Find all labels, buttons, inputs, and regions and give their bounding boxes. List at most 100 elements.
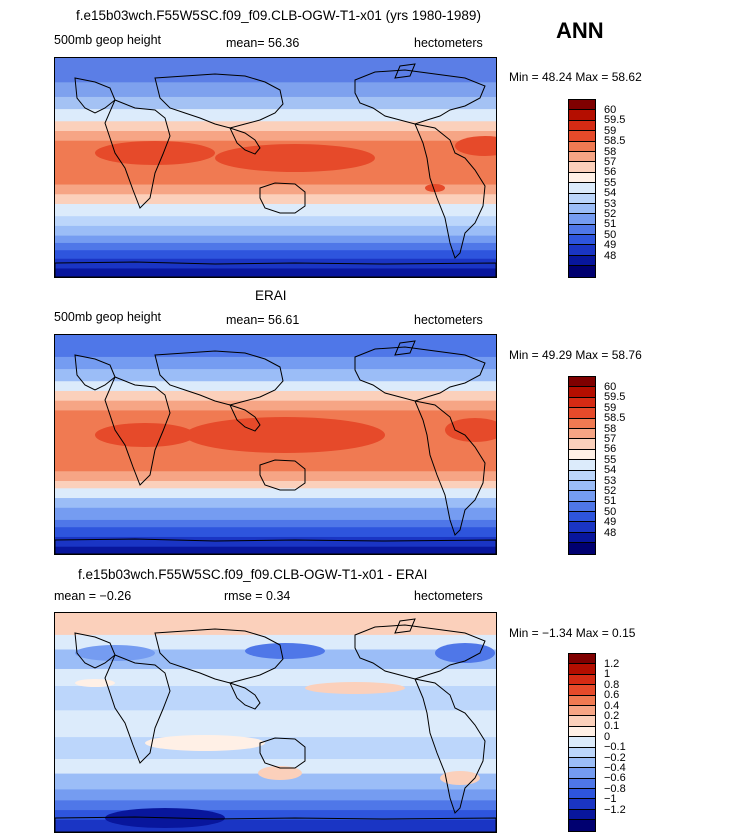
panel-3-warm-patch-1 xyxy=(75,679,115,687)
coastline xyxy=(229,404,261,432)
colorbar-tick-label: 59 xyxy=(604,401,617,414)
panel-3-anomaly-nh-pacific xyxy=(435,643,495,663)
colorbar-swatch xyxy=(569,120,595,132)
contour-band xyxy=(55,184,496,195)
panel-2-tropical-max-right xyxy=(445,418,496,442)
coastline xyxy=(414,400,486,536)
contour-band xyxy=(55,488,496,499)
colorbar-tick-label: 0.8 xyxy=(604,678,620,691)
contour-band xyxy=(55,527,496,538)
contour-band xyxy=(55,789,496,801)
colorbar-tick-label: 53 xyxy=(604,474,617,487)
coastline xyxy=(55,538,496,554)
panel-2-variable-label: 500mb geop height xyxy=(54,310,162,324)
colorbar-tick-label: −1 xyxy=(604,793,617,806)
contour-band xyxy=(55,250,496,260)
coastline xyxy=(259,182,306,214)
panel-2-colorbar xyxy=(568,376,596,555)
colorbar-tick-label: 54 xyxy=(604,187,617,200)
colorbar-swatch xyxy=(569,532,595,544)
contour-band xyxy=(55,216,496,227)
colorbar-swatch xyxy=(569,203,595,215)
coastline xyxy=(354,624,486,680)
colorbar-swatch xyxy=(569,460,595,471)
colorbar-swatch xyxy=(569,664,595,675)
colorbar-tick-label: 51 xyxy=(604,218,617,231)
colorbar-swatch xyxy=(569,151,595,163)
colorbar-swatch xyxy=(569,768,595,779)
colorbar-swatch xyxy=(569,255,595,267)
panel-2-title: ERAI xyxy=(255,288,287,303)
colorbar-tick-label: 59 xyxy=(604,124,617,137)
colorbar-swatch xyxy=(569,408,595,419)
panel-3-title: f.e15b03wch.F55W5SC.f09_f09.CLB-OGW-T1-x… xyxy=(78,567,428,582)
colorbar-swatch xyxy=(569,757,595,769)
panel-1-map-svg xyxy=(55,58,496,277)
panel-1-tropical-max-left xyxy=(95,141,215,165)
panel-3-warm-patch-5 xyxy=(440,771,480,785)
contour-band xyxy=(55,536,496,548)
panel-2-map-svg xyxy=(55,335,496,554)
coastline xyxy=(74,77,116,114)
coastline xyxy=(74,354,116,391)
contour-band xyxy=(55,58,496,83)
colorbar-tick-label: 52 xyxy=(604,484,617,497)
panel-2-map xyxy=(54,334,497,555)
coastline xyxy=(154,73,284,129)
colorbar-swatch xyxy=(569,245,595,256)
colorbar-tick-label: 55 xyxy=(604,176,617,189)
contour-band xyxy=(55,121,496,132)
coastline xyxy=(154,628,284,684)
panel-1-features xyxy=(95,136,496,192)
contour-band xyxy=(55,131,496,142)
panel-2-mean-label: mean= 56.61 xyxy=(226,313,300,327)
colorbar-swatch xyxy=(569,235,595,246)
colorbar-tick-label: 49 xyxy=(604,239,617,252)
coastline xyxy=(394,618,416,634)
colorbar-swatch xyxy=(569,778,595,790)
contour-band xyxy=(55,258,496,269)
contour-band xyxy=(55,369,496,382)
coastline xyxy=(414,123,486,259)
colorbar-swatch xyxy=(569,470,595,481)
contour-band xyxy=(55,613,496,636)
colorbar-swatch xyxy=(569,428,595,440)
coastline xyxy=(354,69,486,125)
contour-band xyxy=(55,268,496,277)
colorbar-swatch xyxy=(569,543,595,554)
contour-band xyxy=(55,390,496,402)
colorbar-tick-label: 0.4 xyxy=(604,699,620,712)
contour-band xyxy=(55,225,496,237)
panel-3-rmse-label: rmse = 0.34 xyxy=(224,589,291,603)
colorbar-tick-label: 1 xyxy=(604,668,611,681)
coastline xyxy=(229,682,261,710)
colorbar-swatch xyxy=(569,480,595,492)
colorbar-tick-label: 55 xyxy=(604,453,617,466)
contour-band xyxy=(55,668,496,687)
colorbar-tick-label: −1.2 xyxy=(604,803,626,816)
colorbar-tick-label: 53 xyxy=(604,197,617,210)
colorbar-tick-label: 58 xyxy=(604,422,617,435)
panel-3-colorbar xyxy=(568,653,596,832)
colorbar-swatch xyxy=(569,162,595,173)
colorbar-tick-label: 50 xyxy=(604,505,617,518)
colorbar-tick-label: −0.1 xyxy=(604,741,626,754)
colorbar-swatch xyxy=(569,214,595,225)
colorbar-tick-label: 60 xyxy=(604,103,617,116)
contour-band xyxy=(55,356,496,370)
contour-band xyxy=(55,400,496,411)
coastline xyxy=(259,459,306,491)
coastline xyxy=(354,346,486,402)
panel-2-features xyxy=(95,417,496,453)
coastline xyxy=(229,127,261,155)
colorbar-swatch xyxy=(569,377,595,388)
panel-3-mean-label: mean = −0.26 xyxy=(54,589,132,603)
contour-band xyxy=(55,381,496,392)
colorbar-tick-label: −0.8 xyxy=(604,782,626,795)
colorbar-swatch xyxy=(569,747,595,758)
colorbar-tick-label: 0.1 xyxy=(604,720,620,733)
colorbar-tick-label: 60 xyxy=(604,380,617,393)
panel-2-tropical-max-left xyxy=(95,423,195,447)
panel-2-units-label: hectometers xyxy=(414,313,483,327)
panel-1-units-label: hectometers xyxy=(414,36,483,50)
